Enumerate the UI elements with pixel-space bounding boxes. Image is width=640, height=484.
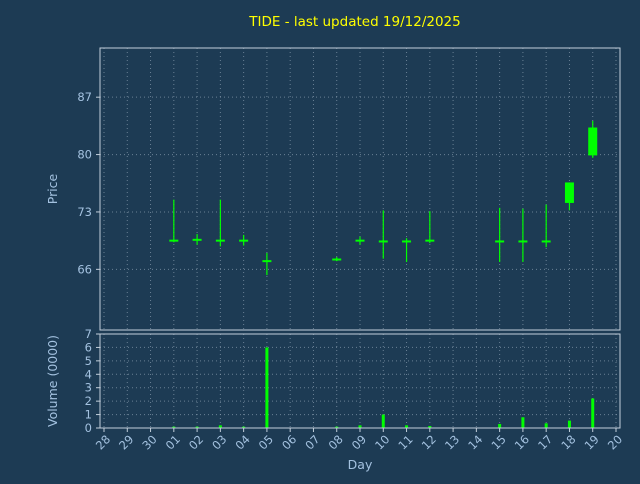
x-tick-label: 08	[326, 432, 346, 452]
volume-bar	[591, 398, 595, 428]
volume-axis-label: Volume (0000)	[45, 335, 60, 427]
price-tick-label: 87	[77, 90, 92, 104]
x-tick-label: 18	[558, 432, 578, 452]
volume-tick-label: 2	[85, 394, 92, 408]
volume-tick-label: 3	[85, 381, 92, 395]
x-tick-label: 29	[116, 432, 136, 452]
x-tick-label: 06	[279, 432, 299, 452]
x-tick-label: 01	[163, 432, 183, 452]
price-axis-label: Price	[45, 173, 60, 204]
x-tick-label: 11	[395, 432, 415, 452]
x-tick-label: 05	[256, 432, 276, 452]
x-tick-label: 16	[512, 432, 532, 452]
volume-bar	[218, 425, 222, 428]
x-tick-label: 14	[465, 432, 485, 452]
volume-bar	[567, 420, 571, 428]
x-tick-label: 30	[139, 432, 159, 452]
volume-bar	[242, 426, 246, 428]
volume-bar	[335, 426, 339, 428]
x-tick-label: 02	[186, 432, 206, 452]
price-tick-label: 73	[77, 205, 92, 219]
candle-body	[564, 182, 574, 203]
volume-plot-frame	[99, 333, 621, 429]
volume-bar	[172, 426, 176, 428]
x-tick-label: 15	[489, 432, 509, 452]
x-tick-label: 19	[582, 432, 602, 452]
x-tick-label: 04	[233, 432, 253, 452]
price-tick-label: 80	[77, 148, 92, 162]
x-tick-label: 12	[419, 432, 439, 452]
volume-bar	[428, 425, 432, 428]
price-tick-label: 66	[77, 262, 92, 276]
volume-bar	[544, 423, 548, 428]
x-axis-label: Day	[348, 457, 373, 472]
x-tick-label: 20	[605, 432, 625, 452]
x-tick-label: 09	[349, 432, 369, 452]
volume-tick-label: 1	[85, 408, 92, 422]
volume-bar	[195, 426, 199, 428]
volume-tick-label: 7	[85, 327, 92, 341]
x-tick-label: 07	[302, 432, 322, 452]
candle-body	[588, 127, 598, 156]
volume-bar	[405, 425, 409, 428]
price-plot-frame	[99, 47, 621, 331]
x-tick-label: 28	[93, 432, 113, 452]
volume-bar	[358, 425, 362, 428]
volume-tick-label: 5	[85, 354, 92, 368]
volume-bar	[521, 417, 525, 428]
x-tick-label: 10	[372, 432, 392, 452]
plot-area: 28 29 30 01 02 03 04 05 06 07 08 09 10 11 12 13 14 15 16 17…	[77, 47, 625, 452]
chart-title: TIDE - last updated 19/12/2025	[248, 14, 461, 30]
volume-tick-label: 4	[85, 367, 92, 381]
volume-bar	[381, 414, 385, 428]
x-tick-label: 13	[442, 432, 462, 452]
x-tick-label: 03	[209, 432, 229, 452]
volume-bar	[265, 347, 269, 428]
x-tick-label: 17	[535, 432, 555, 452]
volume-tick-label: 6	[85, 340, 92, 354]
volume-bar	[498, 423, 502, 428]
volume-tick-label: 0	[85, 421, 92, 435]
